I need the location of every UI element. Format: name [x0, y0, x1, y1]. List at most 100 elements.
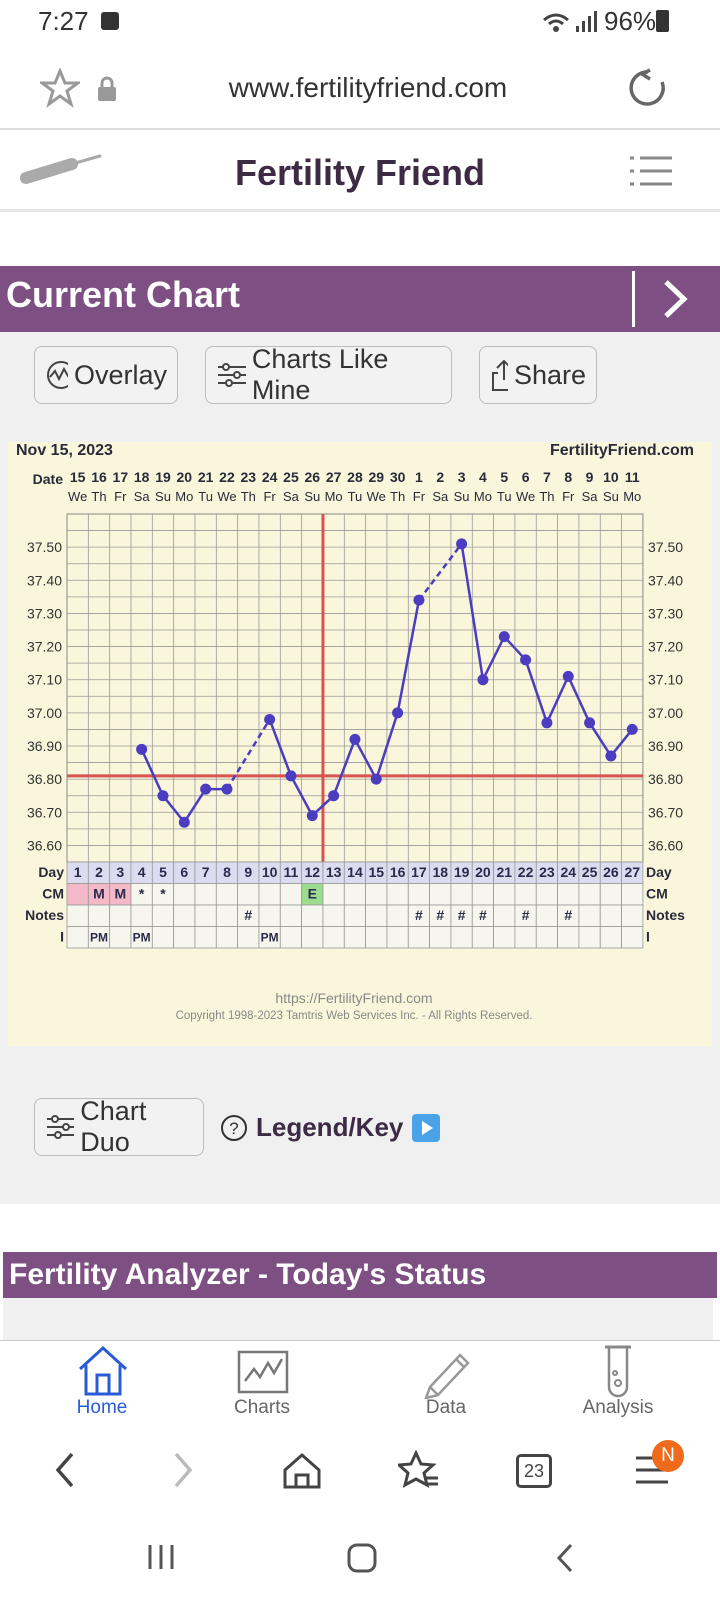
chevron-right-icon[interactable] [660, 278, 690, 320]
intercourse-cell [109, 926, 132, 949]
chart-footer-url: https://FertilityFriend.com [275, 990, 432, 1006]
temp-point [477, 674, 489, 686]
tab-data[interactable]: Data [376, 1341, 516, 1423]
forward-icon[interactable] [170, 1450, 196, 1490]
hamburger-menu-icon[interactable] [630, 154, 672, 188]
cm-row-label-right: CM [646, 886, 668, 902]
weekday-label: Th [91, 489, 106, 504]
temp-point [349, 733, 361, 745]
day-value: 3 [116, 864, 124, 880]
weekday-label: Sa [582, 489, 599, 504]
y-tick-label-left: 37.20 [27, 639, 62, 655]
notes-cell [322, 904, 345, 927]
y-tick-label-left: 36.90 [27, 738, 62, 754]
play-icon [412, 1113, 441, 1142]
temp-point [264, 713, 276, 725]
date-row-label: Date [33, 471, 64, 487]
notes-value: # [415, 907, 423, 923]
date-label: 26 [305, 469, 321, 485]
current-chart-header: Current Chart [0, 266, 720, 332]
bookmarks-icon[interactable] [398, 1450, 440, 1490]
y-tick-label-left: 37.30 [27, 605, 62, 621]
y-tick-label-right: 36.90 [648, 738, 683, 754]
temp-line-segment [460, 543, 485, 680]
chart-duo-button[interactable]: Chart Duo [34, 1096, 204, 1157]
temp-point [498, 631, 510, 643]
weekday-label: Th [390, 489, 405, 504]
intercourse-value: PM [133, 931, 151, 945]
svg-text:?: ? [229, 1119, 238, 1138]
status-time: 7:27 [38, 6, 89, 36]
intercourse-cell [407, 926, 431, 949]
temp-point [541, 717, 553, 729]
cm-cell [429, 883, 452, 906]
day-value: 11 [284, 864, 299, 880]
tab-analysis[interactable]: Analysis [548, 1341, 688, 1423]
cm-value: * [160, 886, 166, 902]
bookmark-star-icon[interactable] [40, 68, 80, 108]
weekday-label: Th [241, 489, 256, 504]
notes-row-label: Notes [25, 907, 64, 923]
notes-cell [621, 904, 644, 927]
tabs-button[interactable]: 23 [516, 1454, 552, 1488]
notes-cell [173, 904, 196, 927]
bottom-tab-bar: Home Charts Data Analysis [0, 1340, 720, 1422]
y-tick-label-right: 36.70 [648, 804, 683, 820]
cm-cell [343, 883, 367, 906]
reload-icon[interactable] [628, 68, 668, 108]
weekday-label: Tu [497, 489, 512, 504]
temp-line-segment [268, 719, 293, 777]
charts-like-mine-button[interactable]: Charts Like Mine [205, 344, 452, 405]
weekday-label: We [367, 489, 386, 504]
weekday-label: Su [155, 489, 171, 504]
temp-point [413, 594, 425, 606]
weekday-label: We [516, 489, 535, 504]
day-value: 27 [624, 864, 640, 880]
recent-apps-icon[interactable] [146, 1542, 176, 1572]
cm-cell [535, 883, 558, 906]
temp-point [605, 750, 617, 762]
day-value: 25 [582, 864, 598, 880]
temp-line-segment [609, 728, 634, 757]
legend-key-link[interactable]: ? Legend/Key [220, 1112, 441, 1143]
tab-home[interactable]: Home [32, 1341, 172, 1423]
cm-cell [173, 883, 196, 906]
intercourse-cell [322, 926, 345, 949]
y-tick-label-right: 36.60 [648, 837, 683, 853]
system-home-icon[interactable] [346, 1542, 378, 1574]
day-value: 24 [560, 864, 576, 880]
back-icon[interactable] [52, 1450, 78, 1490]
day-value: 6 [180, 864, 188, 880]
temp-point [626, 723, 638, 735]
temp-line-segment [524, 659, 549, 724]
screen-record-icon [101, 12, 119, 30]
date-label: 1 [415, 469, 423, 485]
temp-line-segment [375, 712, 399, 780]
day-value: 10 [262, 864, 278, 880]
weekday-label: Th [539, 489, 554, 504]
cm-cell [194, 883, 217, 906]
cm-cell [621, 883, 644, 906]
notes-cell [578, 904, 601, 927]
intercourse-cell [151, 926, 175, 949]
notes-value: # [436, 907, 444, 923]
day-value: 1 [74, 864, 82, 880]
share-label: Share [513, 359, 586, 390]
intercourse-cell [173, 926, 196, 949]
cm-cell [599, 883, 622, 906]
overlay-button[interactable]: Overlay [34, 346, 178, 404]
system-nav-bar [0, 1522, 720, 1600]
tab-charts[interactable]: Charts [192, 1341, 332, 1423]
notes-cell [535, 904, 558, 927]
date-label: 24 [262, 469, 278, 485]
url-text[interactable]: www.fertilityfriend.com [228, 72, 508, 103]
temp-point [178, 816, 190, 828]
home-icon[interactable] [282, 1452, 322, 1490]
share-button[interactable]: Share [479, 346, 597, 404]
temp-line-segment [289, 775, 314, 817]
weekday-label: Fr [413, 489, 426, 504]
lock-icon [98, 76, 116, 101]
system-back-icon[interactable] [554, 1542, 576, 1574]
cm-cell [450, 883, 473, 906]
date-label: 16 [91, 469, 107, 485]
